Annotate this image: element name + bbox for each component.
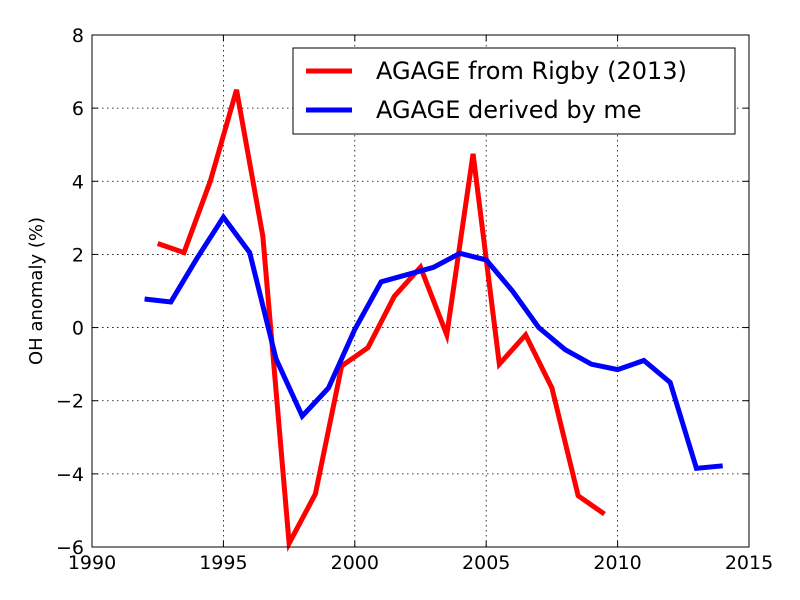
x-tick-label: 2010 (593, 552, 641, 574)
series-line-derived (144, 212, 723, 472)
y-tick-label: −6 (56, 537, 84, 559)
y-tick-label: 8 (72, 25, 84, 47)
y-tick-label: 0 (72, 318, 84, 340)
x-tick-label: 2015 (725, 552, 773, 574)
y-tick-label: −2 (56, 391, 84, 413)
series-lines (144, 89, 723, 552)
y-tick-label: 2 (72, 244, 84, 266)
y-tick-label: 4 (72, 171, 84, 193)
legend: AGAGE from Rigby (2013) AGAGE derived by… (292, 47, 736, 135)
y-tick-label: 6 (72, 98, 84, 120)
x-tick-label: 1995 (199, 552, 247, 574)
x-tick-label: 2005 (462, 552, 510, 574)
legend-label-rigby: AGAGE from Rigby (2013) (376, 57, 687, 85)
legend-box (292, 47, 736, 135)
legend-label-derived: AGAGE derived by me (376, 96, 642, 124)
series-line-rigby (156, 89, 606, 552)
y-axis-label: OH anomaly (%) (26, 217, 47, 365)
axis-ticks: 1990 1995 2000 2005 2010 2015 −6 −4 −2 0 2 4 6 8 (56, 25, 773, 574)
y-tick-label: −4 (56, 464, 84, 486)
plot-area-frame (91, 34, 750, 548)
x-tick-label: 2000 (331, 552, 379, 574)
x-tick-label: 1990 (68, 552, 116, 574)
